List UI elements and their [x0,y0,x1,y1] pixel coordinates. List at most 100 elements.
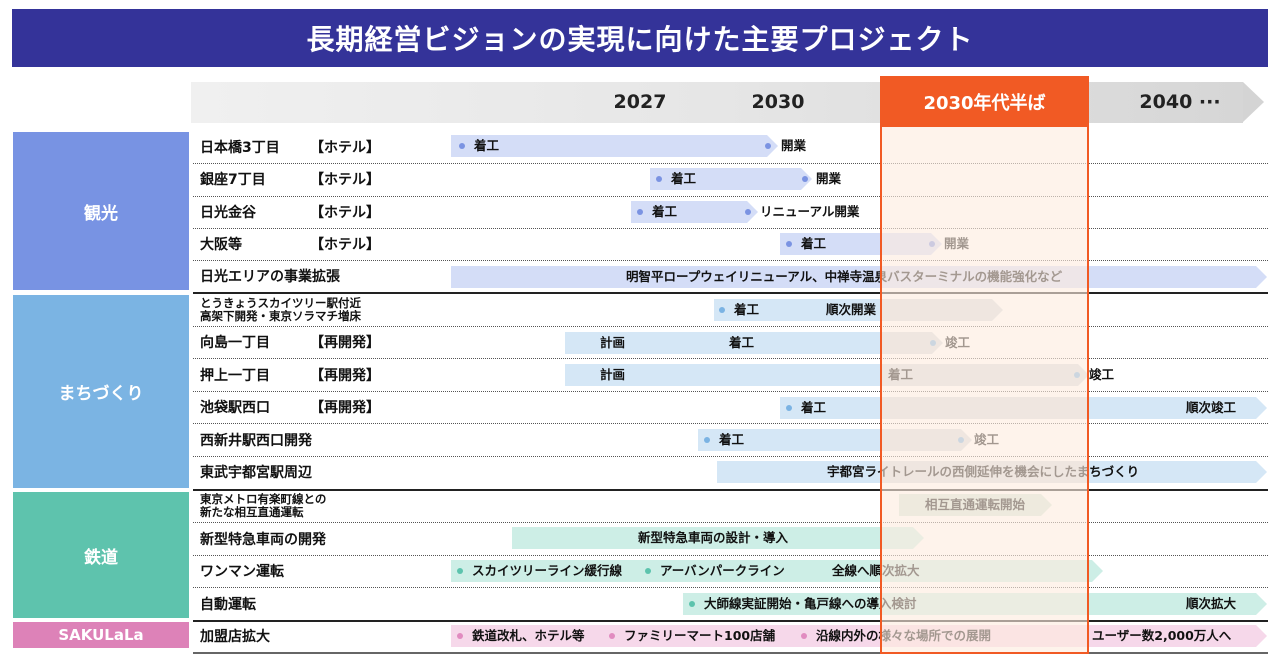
gantt-bar-ikebukuro-later [1089,397,1267,419]
row-label-mukojima: 向島一丁目 【再開発】 [200,335,380,351]
milestone-dot-icon [930,340,936,346]
gantt-bar-ikebukuro [780,397,1089,419]
milestone-label: 順次開業 [826,302,877,317]
milestone-dot-icon [689,601,695,607]
row-label-nishiarai: 西新井駅西口開発 [200,433,312,449]
year-2040: 2040 ··· [1139,91,1221,113]
gantt-bar-nishiarai [698,429,881,451]
milestone-label: 竣工 [974,432,1000,447]
milestone-label: 着工 [652,204,678,219]
milestone-label: 開業 [781,138,807,153]
category-sakulala: SAKULaLa [13,622,189,648]
row-divider [193,196,1268,197]
milestone-label: 開業 [944,236,970,251]
row-label-merchants: 加盟店拡大 [200,629,270,645]
section-divider [193,652,1268,654]
milestone-dot-icon [929,241,935,247]
row-divider [193,326,1268,327]
milestone-label: 沿線内外の様々な場所での展開 [816,628,992,643]
milestone-label: 明智平ロープウェイリニューアル、中禅寺温泉バスターミナルの機能強化など [626,269,1063,284]
row-divider [193,391,1268,392]
milestone-label: 着工 [474,138,500,153]
milestone-dot-icon [637,209,643,215]
milestone-label: 大師線実証開始・亀戸線への導入検討 [704,596,917,611]
milestone-label: 開業 [816,171,842,186]
milestone-label: 着工 [671,171,697,186]
milestone-label: 着工 [719,432,745,447]
row-label-one-man: ワンマン運転 [200,564,284,580]
row-divider [193,423,1268,424]
timeline-arrow-icon [1243,82,1264,122]
milestone-dot-icon [704,437,710,443]
row-divider [193,358,1268,359]
milestone-label: 着工 [801,400,827,415]
year-2027: 2027 [613,91,667,113]
row-divider [193,456,1268,457]
milestone-label: 着工 [801,236,827,251]
milestone-label: 順次拡大 [1186,596,1237,611]
milestone-label: 新型特急車両の設計・導入 [638,530,789,545]
milestone-label: ファミリーマート100店舗 [624,628,776,643]
row-label-osaka: 大阪等 【ホテル】 [200,237,380,253]
row-label-nikko-area: 日光エリアの事業拡張 [200,269,340,285]
milestone-label: リニューアル開業 [760,204,860,219]
milestone-label: 竣工 [1089,367,1115,382]
milestone-label: ユーザー数2,000万人へ [1092,628,1232,643]
category-railway: 鉄道 [13,492,189,618]
milestone-dot-icon [1074,372,1080,378]
row-label-utsunomiya: 東武宇都宮駅周辺 [200,465,312,481]
milestone-dot-icon [802,176,808,182]
row-label-nikko-kanaya: 日光金谷 【ホテル】 [200,205,380,221]
gantt-bar-skytree-station-later [881,299,1003,321]
milestone-dot-icon [645,568,651,574]
milestone-dot-icon [745,209,751,215]
highlight-year-label: 2030年代半ば [880,76,1089,127]
row-divider [193,228,1268,229]
milestone-dot-icon [656,176,662,182]
row-label-limited-express: 新型特急車両の開発 [200,532,326,548]
milestone-label: 着工 [729,335,755,350]
gantt-bar-utsunomiya-later [1089,461,1267,483]
milestone-label: 着工 [888,367,914,382]
milestone-dot-icon [801,633,807,639]
row-divider [193,522,1268,523]
gantt-bar-skytree-station [714,299,881,321]
milestone-dot-icon [459,143,465,149]
page-title: 長期経営ビジョンの実現に向けた主要プロジェクト [12,9,1268,67]
category-tourism: 観光 [13,132,189,290]
milestone-label: 順次竣工 [1186,400,1237,415]
milestone-dot-icon [719,307,725,313]
milestone-label: 宇都宮ライトレールの西側延伸を機会にしたまちづくり [827,464,1140,479]
row-label-oshiage: 押上一丁目 【再開発】 [200,368,380,384]
row-divider [193,260,1268,261]
milestone-dot-icon [765,143,771,149]
row-label-autonomous: 自動運転 [200,597,256,613]
milestone-label: 着工 [734,302,760,317]
milestone-label: アーバンパークライン [660,563,785,578]
milestone-label: 相互直通運転開始 [925,497,1026,512]
section-divider [193,489,1268,491]
category-town-development: まちづくり [13,295,189,488]
section-divider [193,292,1268,294]
milestone-label: スカイツリーライン緩行線 [472,563,623,578]
year-2030: 2030 [751,91,805,113]
row-label-ginza: 銀座7丁目 【ホテル】 [200,172,380,188]
row-label-nihonbashi: 日本橋3丁目 【ホテル】 [200,140,380,156]
gantt-bar-nikko-kanaya [631,201,758,223]
milestone-label: 鉄道改札、ホテル等 [472,628,585,643]
gantt-bar-oshiage [565,364,881,386]
row-divider [193,587,1268,588]
gantt-bar-mukojima [565,332,881,354]
row-label-yurakucho-line: 東京メトロ有楽町線との 新たな相互直通運転 [200,492,327,519]
section-divider [193,620,1268,622]
row-label-skytree-station: とうきょうスカイツリー駅付近 高架下開発・東京ソラマチ増床 [200,296,361,323]
row-divider [193,555,1268,556]
milestone-dot-icon [786,241,792,247]
milestone-label: 全線へ順次拡大 [832,563,920,578]
gantt-bar-nihonbashi [451,135,778,157]
row-label-ikebukuro: 池袋駅西口 【再開発】 [200,400,380,416]
milestone-label: 竣工 [945,335,971,350]
milestone-label: 計画 [600,367,626,382]
row-divider [193,163,1268,164]
milestone-dot-icon [457,633,463,639]
